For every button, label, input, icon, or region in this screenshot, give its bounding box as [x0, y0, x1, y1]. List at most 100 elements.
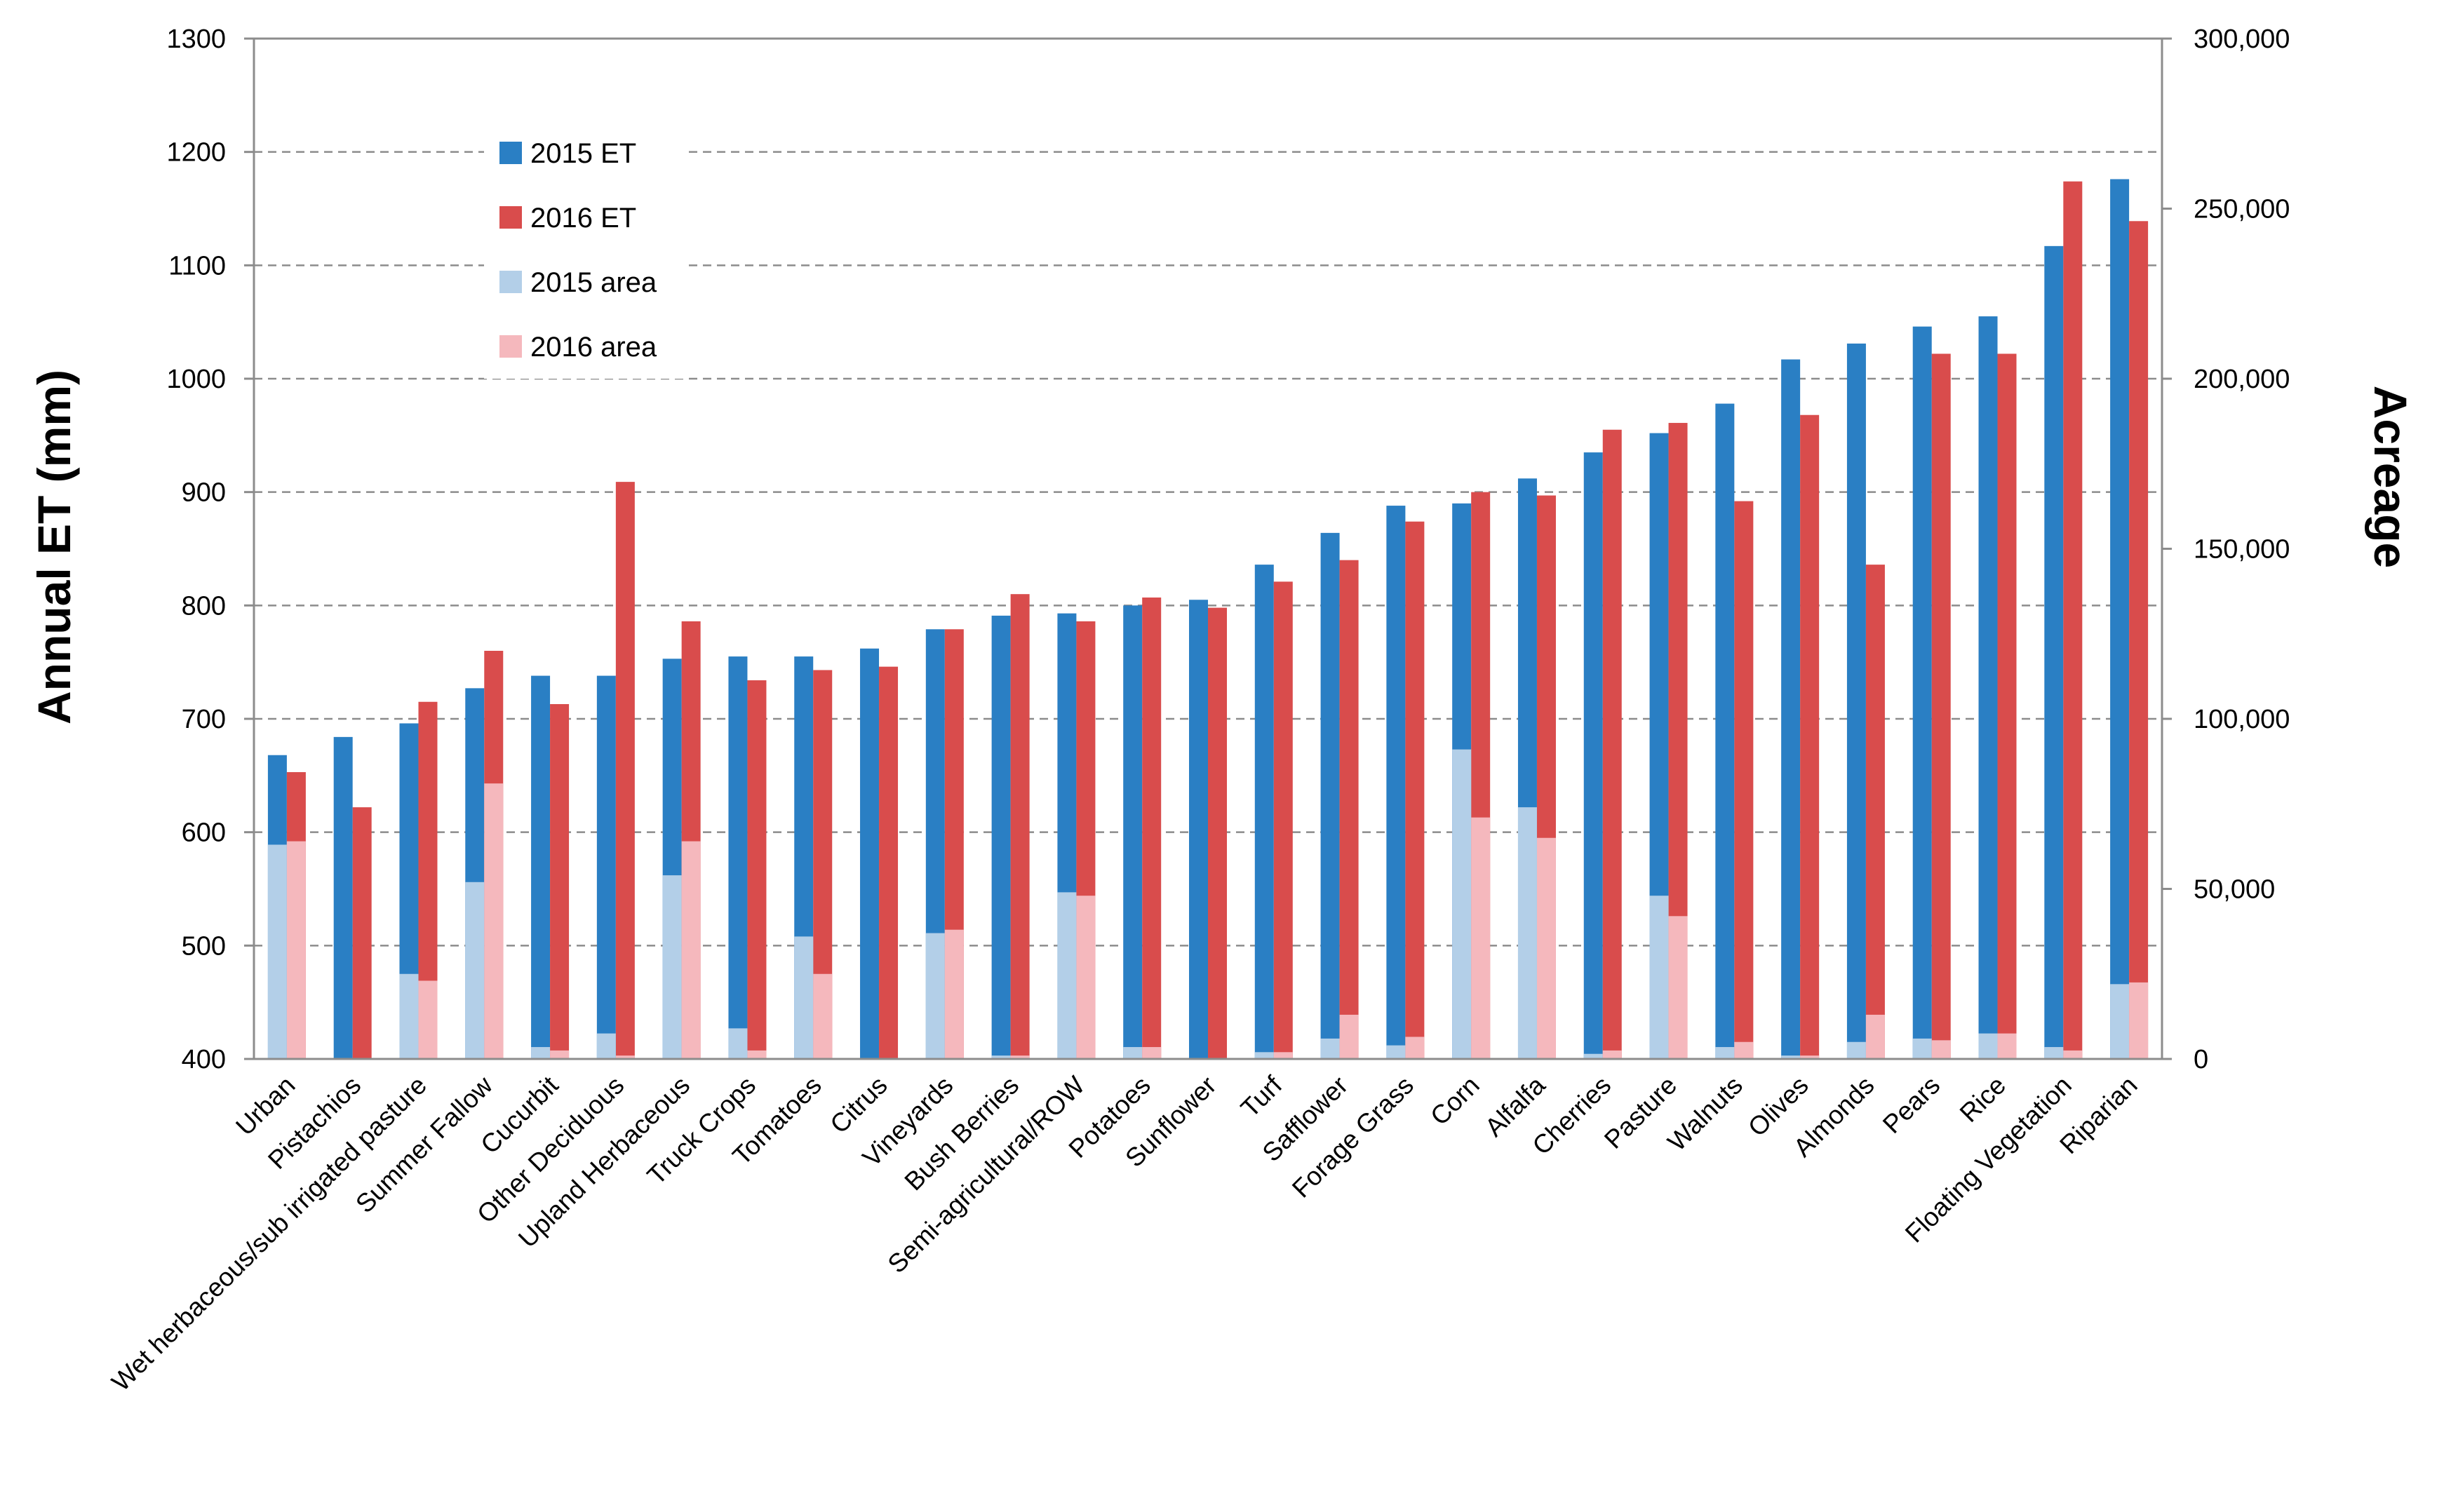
- bar-2016-et: [879, 666, 899, 1059]
- bars: [267, 179, 2149, 1060]
- bar-2015-area: [1320, 1038, 1340, 1059]
- bar-2015-et: [1781, 359, 1801, 1059]
- bar-2015-area: [1452, 749, 1472, 1059]
- bar-2016-area: [813, 973, 833, 1059]
- bar-2015-area: [1978, 1033, 1998, 1059]
- bar-2015-area: [1386, 1045, 1406, 1059]
- bar-2015-area: [1846, 1041, 1866, 1059]
- legend-label: 2016 ET: [530, 203, 636, 234]
- bar-2016-et: [1734, 501, 1754, 1059]
- bar-2016-area: [1142, 1047, 1162, 1059]
- bar-2015-et: [1254, 565, 1274, 1059]
- left-tick-label: 400: [182, 1045, 226, 1074]
- bar-2016-et: [550, 703, 570, 1059]
- bar-2015-et: [1846, 343, 1866, 1060]
- legend-swatch: [499, 142, 522, 164]
- bar-2015-area: [1649, 896, 1669, 1059]
- bar-2016-area: [1668, 916, 1688, 1059]
- bar-2016-area: [2063, 1050, 2083, 1059]
- bar-2016-et: [1997, 353, 2017, 1059]
- bar-2016-et: [352, 807, 372, 1059]
- bar-2016-area: [1536, 837, 1556, 1059]
- bar-2016-et: [1208, 607, 1227, 1059]
- bar-2016-et: [2063, 181, 2083, 1060]
- bar-2016-area: [1602, 1050, 1622, 1059]
- bar-2016-area: [1471, 817, 1491, 1059]
- bar-2015-area: [2110, 984, 2130, 1059]
- category-label: Corn: [1425, 1071, 1485, 1131]
- category-label: Rice: [1954, 1071, 2011, 1128]
- bar-2015-area: [794, 936, 814, 1059]
- bar-2016-area: [615, 1055, 635, 1059]
- bar-2016-et: [615, 482, 635, 1059]
- bar-2016-area: [1931, 1040, 1951, 1059]
- bar-2015-area: [1715, 1047, 1735, 1059]
- bar-2016-et: [1142, 598, 1162, 1059]
- left-tick-label: 1200: [166, 138, 226, 168]
- bar-2015-et: [1189, 600, 1208, 1059]
- bar-2015-et: [1320, 532, 1340, 1059]
- bar-2015-et: [1978, 316, 1998, 1059]
- category-label: Walnuts: [1662, 1071, 1748, 1157]
- bar-2015-et: [1912, 326, 1932, 1060]
- bar-2015-area: [1781, 1055, 1801, 1059]
- bar-2016-et: [2129, 221, 2149, 1059]
- bar-2016-et: [1010, 594, 1030, 1059]
- legend-swatch: [499, 206, 522, 229]
- bar-2015-et: [991, 615, 1011, 1059]
- bar-2015-et: [2110, 179, 2130, 1059]
- bar-2016-area: [1076, 896, 1096, 1059]
- bar-2016-area: [418, 980, 438, 1059]
- bar-2015-et: [596, 675, 616, 1059]
- left-tick-label: 1300: [166, 25, 226, 54]
- bar-2015-area: [728, 1028, 748, 1059]
- bar-2016-area: [550, 1050, 570, 1059]
- bar-2016-et: [1602, 429, 1622, 1059]
- bar-2015-area: [991, 1055, 1011, 1059]
- left-tick-label: 900: [182, 478, 226, 508]
- bar-2015-area: [1912, 1038, 1932, 1059]
- bar-2015-area: [1057, 892, 1077, 1059]
- bar-2016-area: [747, 1050, 767, 1059]
- right-tick-label: 300,000: [2194, 25, 2290, 54]
- bar-2016-et: [1339, 560, 1359, 1059]
- bar-2016-area: [944, 929, 964, 1059]
- category-label: Pears: [1877, 1071, 1945, 1139]
- bar-2015-et: [531, 675, 551, 1059]
- bar-2015-et: [1715, 403, 1735, 1059]
- bar-2016-area: [1997, 1033, 2017, 1059]
- left-tick-label: 700: [182, 705, 226, 734]
- bar-2016-area: [1734, 1041, 1754, 1059]
- left-tick-label: 1000: [166, 365, 226, 394]
- bar-2016-et: [1865, 565, 1885, 1059]
- bar-2016-et: [1800, 414, 1820, 1059]
- right-tick-label: 50,000: [2194, 875, 2275, 905]
- right-tick-label: 200,000: [2194, 365, 2290, 394]
- bar-2016-et: [747, 680, 767, 1059]
- bar-2016-area: [681, 841, 701, 1059]
- bar-2015-area: [925, 933, 945, 1059]
- left-tick-label: 600: [182, 818, 226, 848]
- right-tick-label: 0: [2194, 1045, 2208, 1074]
- legend-label: 2016 area: [530, 332, 657, 363]
- bar-2015-area: [2044, 1047, 2064, 1059]
- legend-swatch: [499, 335, 522, 358]
- left-tick-label: 500: [182, 931, 226, 961]
- bar-2016-area: [2129, 982, 2149, 1059]
- bar-2015-area: [1583, 1053, 1603, 1059]
- bar-2015-et: [2044, 245, 2064, 1060]
- bar-2016-area: [286, 841, 306, 1059]
- bar-2016-area: [1865, 1014, 1885, 1059]
- right-axis-ticks: 0 50,000 100,000 150,000 200,000 250,000 300,0…: [2162, 25, 2290, 1074]
- bar-2015-et: [860, 648, 880, 1059]
- legend-swatch: [499, 271, 522, 293]
- bar-2015-area: [399, 973, 419, 1059]
- bar-2015-et: [1386, 506, 1406, 1059]
- category-label: Bush Berries: [899, 1071, 1025, 1196]
- left-tick-label: 800: [182, 591, 226, 621]
- bar-2016-area: [1800, 1055, 1820, 1059]
- left-tick-label: 1100: [168, 251, 226, 281]
- legend: 2015 ET 2016 ET 2015 area 2016 area: [484, 119, 687, 379]
- bar-2016-area: [1273, 1052, 1293, 1059]
